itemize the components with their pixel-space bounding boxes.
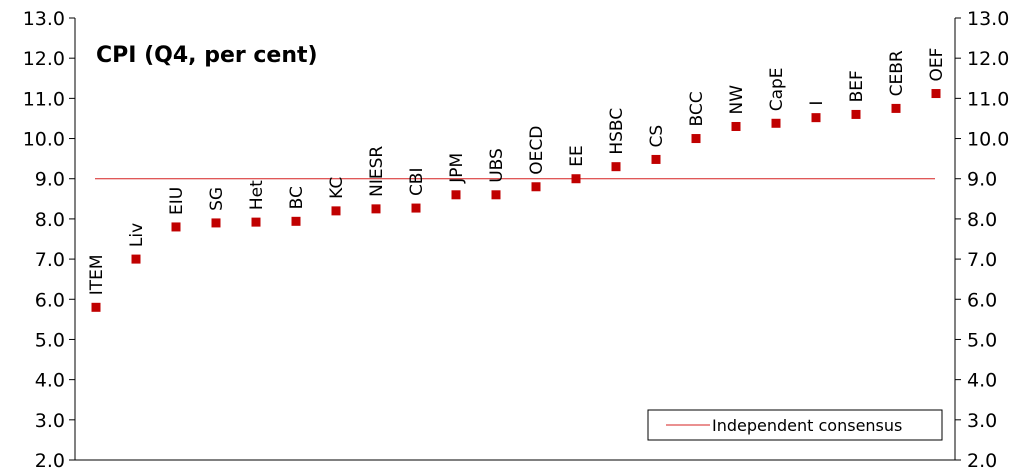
y-ticks: 2.0 2.0 3.0 3.0 4.0 4.0 5.0 5.0 6.0 6.0 7.0 7.0 8.0 8… — [23, 8, 1010, 470]
data-point — [331, 206, 341, 216]
data-point — [851, 109, 861, 119]
data-point — [731, 121, 741, 131]
category-label: SG — [207, 187, 227, 211]
data-point — [771, 118, 781, 128]
data-point — [411, 203, 421, 213]
axes — [74, 18, 956, 461]
category-label: CapE — [767, 67, 787, 111]
data-point — [611, 162, 621, 172]
data-point — [531, 182, 541, 192]
legend-label-consensus: Independent consensus — [712, 416, 902, 435]
y-tick-label-right: 9.0 — [967, 169, 997, 191]
category-label: EIU — [167, 187, 187, 215]
category-label: UBS — [487, 148, 507, 183]
data-point — [491, 190, 501, 200]
category-label: NIESR — [367, 146, 387, 197]
category-label: CS — [647, 125, 667, 148]
data-point — [451, 190, 461, 200]
data-point — [91, 302, 101, 312]
category-label: OECD — [527, 126, 547, 175]
category-label: CEBR — [887, 50, 907, 96]
y-tick-label-left: 9.0 — [35, 169, 65, 191]
category-label: HSBC — [607, 108, 627, 155]
category-label: CBI — [407, 168, 427, 197]
data-point — [371, 204, 381, 214]
legend: Independent consensus — [647, 409, 943, 441]
data-point — [811, 113, 821, 123]
y-tick-label-right: 5.0 — [967, 329, 997, 351]
y-tick-label-right: 6.0 — [967, 289, 997, 311]
data-point — [691, 134, 701, 144]
y-tick-label-left: 7.0 — [35, 249, 65, 271]
data-point — [891, 103, 901, 113]
y-tick-label-right: 7.0 — [967, 249, 997, 271]
y-tick-label-left: 6.0 — [35, 289, 65, 311]
category-label: BCC — [687, 91, 707, 126]
data-point — [211, 218, 221, 228]
y-tick-label-right: 13.0 — [967, 8, 1009, 30]
y-tick-label-left: 10.0 — [23, 129, 65, 151]
category-label: KC — [327, 177, 347, 199]
category-labels: ITEM Liv EIU SG Het BC KC NIESR CBI JPM UBS OECD EE H… — [87, 48, 947, 296]
data-point — [291, 216, 301, 226]
category-label: ITEM — [87, 254, 107, 295]
category-label: OEF — [927, 48, 947, 82]
category-label: BC — [287, 186, 307, 209]
category-label: BEF — [847, 70, 867, 102]
y-tick-label-right: 8.0 — [967, 209, 997, 231]
category-label: Liv — [127, 223, 147, 247]
y-tick-label-left: 3.0 — [35, 410, 65, 432]
category-label: I — [807, 101, 827, 106]
y-tick-label-left: 8.0 — [35, 209, 65, 231]
data-point — [651, 154, 661, 164]
data-point — [171, 222, 181, 232]
y-tick-label-right: 3.0 — [967, 410, 997, 432]
y-tick-label-right: 2.0 — [967, 450, 997, 470]
category-label: JPM — [447, 153, 467, 184]
y-tick-label-left: 13.0 — [23, 8, 65, 30]
y-tick-label-right: 11.0 — [967, 88, 1009, 110]
category-label: Het — [247, 180, 267, 210]
y-tick-label-left: 5.0 — [35, 329, 65, 351]
data-point — [251, 217, 261, 227]
category-label: EE — [567, 145, 587, 166]
data-point — [931, 89, 941, 99]
y-tick-label-right: 10.0 — [967, 129, 1009, 151]
data-points — [91, 89, 941, 312]
chart-title: CPI (Q4, per cent) — [96, 43, 318, 68]
y-tick-label-right: 12.0 — [967, 48, 1009, 70]
data-point — [131, 254, 141, 264]
y-tick-label-left: 11.0 — [23, 88, 65, 110]
data-point — [571, 174, 581, 184]
y-tick-label-right: 4.0 — [967, 370, 997, 392]
category-label: NW — [727, 85, 747, 115]
y-tick-label-left: 12.0 — [23, 48, 65, 70]
y-tick-label-left: 4.0 — [35, 370, 65, 392]
y-tick-label-left: 2.0 — [35, 450, 65, 470]
